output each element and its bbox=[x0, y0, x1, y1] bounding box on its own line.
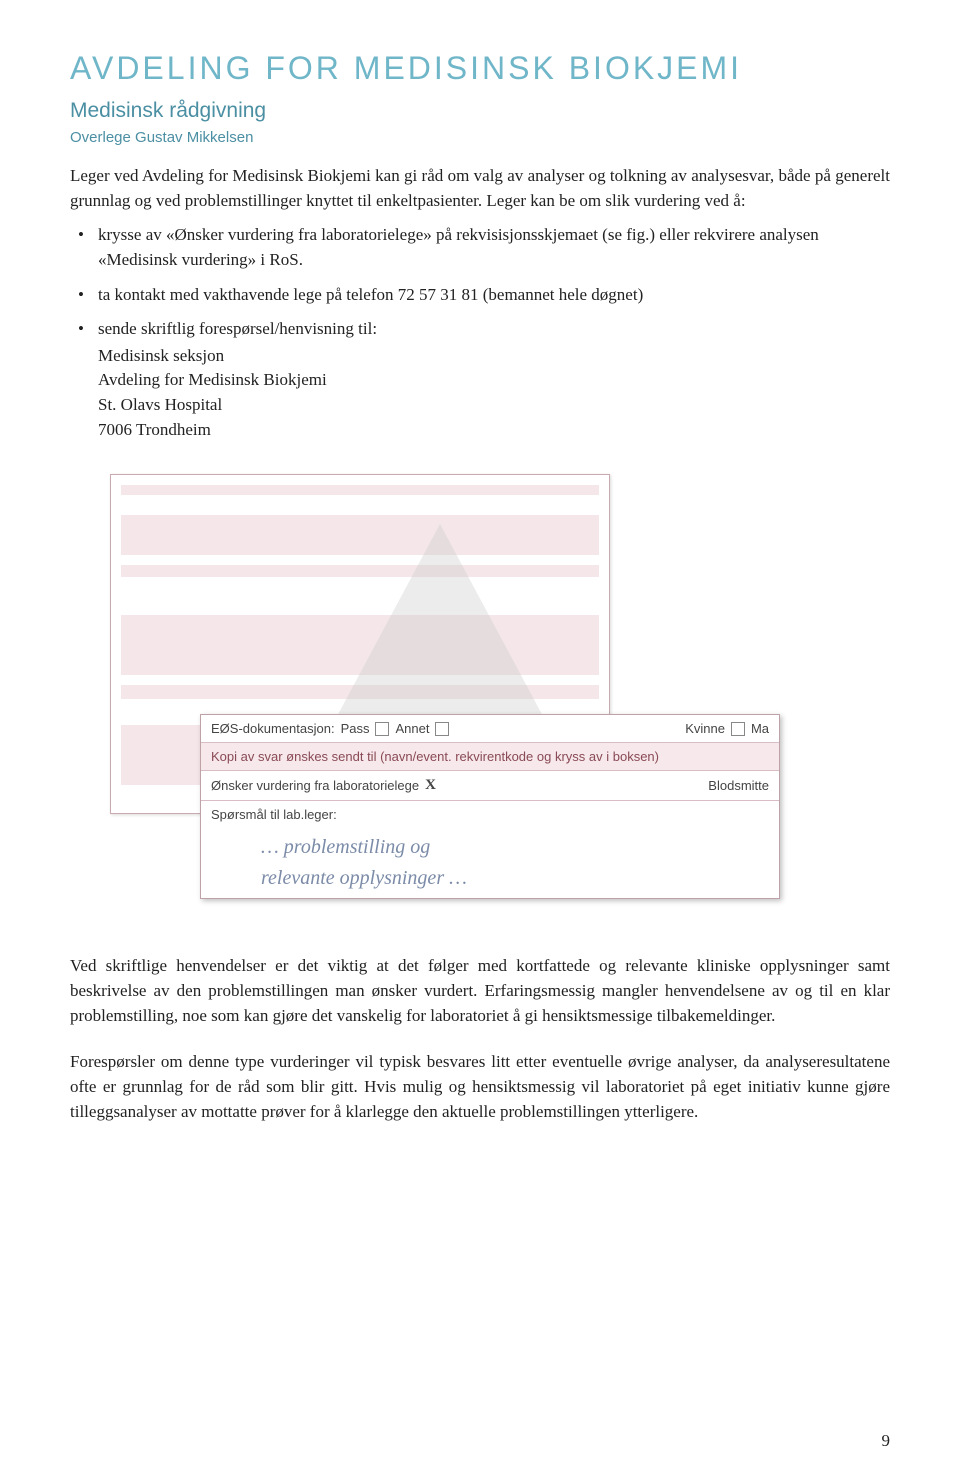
form-label: Spørsmål til lab.leger: bbox=[211, 807, 337, 822]
address-line: St. Olavs Hospital bbox=[98, 393, 890, 418]
checkbox-icon bbox=[375, 722, 389, 736]
intro-paragraph: Leger ved Avdeling for Medisinsk Biokjem… bbox=[70, 164, 890, 213]
checkbox-icon bbox=[435, 722, 449, 736]
list-item-text: sende skriftlig forespørsel/henvisning t… bbox=[98, 319, 377, 338]
list-item: krysse av «Ønsker vurdering fra laborato… bbox=[98, 223, 890, 272]
address-line: 7006 Trondheim bbox=[98, 418, 890, 443]
bullet-list: krysse av «Ønsker vurdering fra laborato… bbox=[70, 223, 890, 442]
address-line: Medisinsk seksjon bbox=[98, 344, 890, 369]
x-mark-icon: X bbox=[425, 777, 436, 794]
address-line: Avdeling for Medisinsk Biokjemi bbox=[98, 368, 890, 393]
form-row-eos: EØS-dokumentasjon: Pass Annet Kvinne Ma bbox=[201, 715, 779, 743]
form-figure: EØS-dokumentasjon: Pass Annet Kvinne Ma … bbox=[70, 464, 890, 904]
address-block: Medisinsk seksjon Avdeling for Medisinsk… bbox=[98, 344, 890, 443]
form-label: EØS-dokumentasjon: bbox=[211, 721, 335, 736]
form-option: Pass bbox=[341, 721, 370, 736]
form-label: Blodsmitte bbox=[708, 778, 769, 793]
form-row-copy: Kopi av svar ønskes sendt til (navn/even… bbox=[201, 743, 779, 771]
page-number: 9 bbox=[882, 1431, 891, 1451]
handwriting-line: relevante opplysninger … bbox=[201, 865, 779, 896]
form-option: Kvinne bbox=[685, 721, 725, 736]
form-row-question: Spørsmål til lab.leger: bbox=[201, 801, 779, 828]
form-row-vurdering: Ønsker vurdering fra laboratorielege X B… bbox=[201, 771, 779, 801]
list-item: ta kontakt med vakthavende lege på telef… bbox=[98, 283, 890, 308]
author-line: Overlege Gustav Mikkelsen bbox=[70, 129, 890, 146]
body-paragraph: Forespørsler om denne type vurderinger v… bbox=[70, 1050, 890, 1124]
form-text: Kopi av svar ønskes sendt til (navn/even… bbox=[211, 749, 659, 764]
form-label: Ønsker vurdering fra laboratorielege bbox=[211, 778, 419, 793]
body-paragraph: Ved skriftlige henvendelser er det vikti… bbox=[70, 954, 890, 1028]
zoomed-form: EØS-dokumentasjon: Pass Annet Kvinne Ma … bbox=[200, 714, 780, 899]
subtitle: Medisinsk rådgivning bbox=[70, 99, 890, 123]
form-option: Annet bbox=[395, 721, 429, 736]
list-item: sende skriftlig forespørsel/henvisning t… bbox=[98, 317, 890, 442]
checkbox-icon bbox=[731, 722, 745, 736]
form-option: Ma bbox=[751, 721, 769, 736]
page-title: AVDELING FOR MEDISINSK BIOKJEMI bbox=[70, 50, 890, 87]
handwriting-line: … problemstilling og bbox=[201, 828, 779, 865]
